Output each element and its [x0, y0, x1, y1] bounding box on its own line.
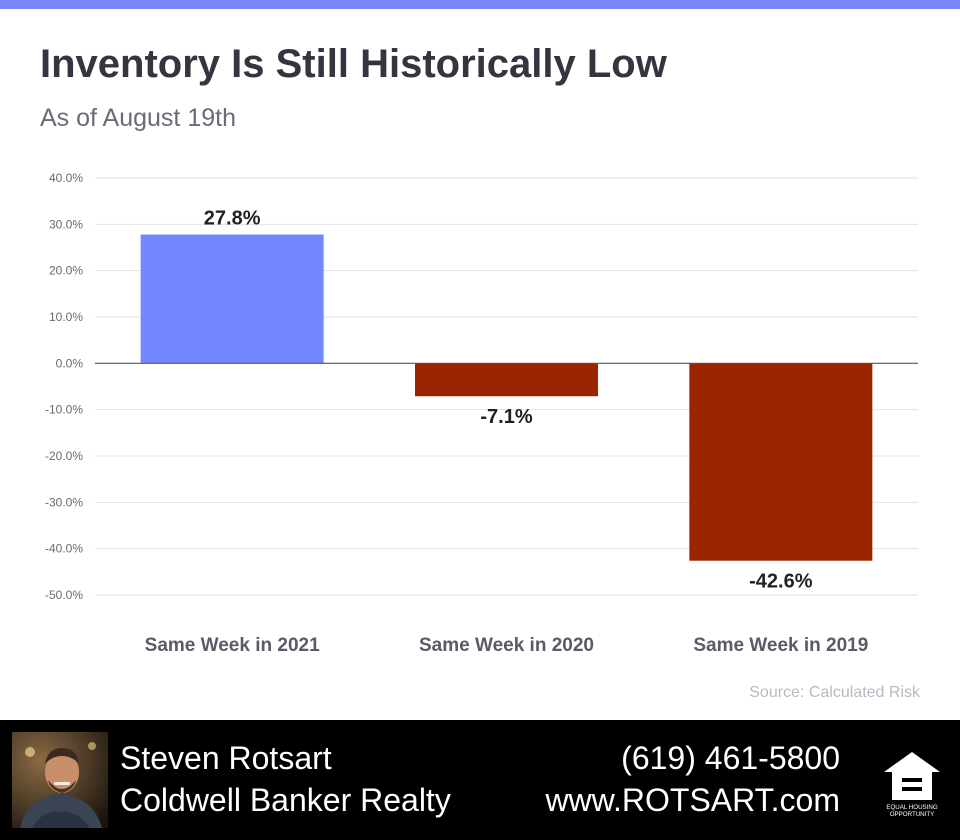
source-note: Source: Calculated Risk — [749, 684, 920, 701]
y-tick-label: 40.0% — [49, 171, 83, 185]
bar — [689, 363, 873, 561]
chart-bars — [140, 234, 873, 561]
y-axis-ticks: 40.0% 30.0% 20.0% 10.0% 0.0% -10.0% -20.0% -30.… — [45, 171, 83, 602]
x-axis-labels: Same Week in 2021 Same Week in 2020 Same W… — [145, 635, 869, 656]
bar — [415, 363, 598, 397]
data-label: -42.6% — [749, 571, 813, 593]
bar-chart: 40.0% 30.0% 20.0% 10.0% 0.0% -10.0% -20.0% -30.… — [45, 171, 918, 656]
y-tick-label: -20.0% — [45, 449, 83, 463]
y-tick-label: 30.0% — [49, 217, 83, 231]
y-tick-label: -50.0% — [45, 588, 83, 602]
agent-company: Coldwell Banker Realty — [120, 782, 451, 818]
eho-logo-text-1: EQUAL HOUSING — [886, 804, 938, 811]
y-tick-label: 20.0% — [49, 264, 83, 278]
footer-bar: Steven Rotsart Coldwell Banker Realty (6… — [0, 720, 960, 840]
agent-phone[interactable]: (619) 461-5800 — [621, 740, 840, 776]
x-tick-label: Same Week in 2021 — [145, 635, 320, 656]
y-tick-label: 0.0% — [56, 356, 84, 370]
x-tick-label: Same Week in 2019 — [693, 635, 868, 656]
data-label: 27.8% — [204, 208, 261, 230]
y-tick-label: -40.0% — [45, 542, 83, 556]
page-subtitle: As of August 19th — [40, 104, 236, 132]
data-label: -7.1% — [480, 406, 532, 428]
data-labels: 27.8% -7.1% -42.6% — [204, 208, 813, 593]
eho-logo-text-2: OPPORTUNITY — [890, 811, 935, 818]
agent-photo — [12, 732, 108, 828]
x-tick-label: Same Week in 2020 — [419, 635, 594, 656]
page-title: Inventory Is Still Historically Low — [40, 42, 667, 86]
y-tick-label: 10.0% — [49, 310, 83, 324]
agent-name: Steven Rotsart — [120, 740, 332, 776]
y-tick-label: -10.0% — [45, 403, 83, 417]
equal-housing-icon: EQUAL HOUSING OPPORTUNITY — [880, 748, 944, 820]
y-tick-label: -30.0% — [45, 495, 83, 509]
top-accent-bar — [0, 0, 960, 9]
agent-website[interactable]: www.ROTSART.com — [545, 782, 840, 818]
bar — [140, 234, 324, 364]
